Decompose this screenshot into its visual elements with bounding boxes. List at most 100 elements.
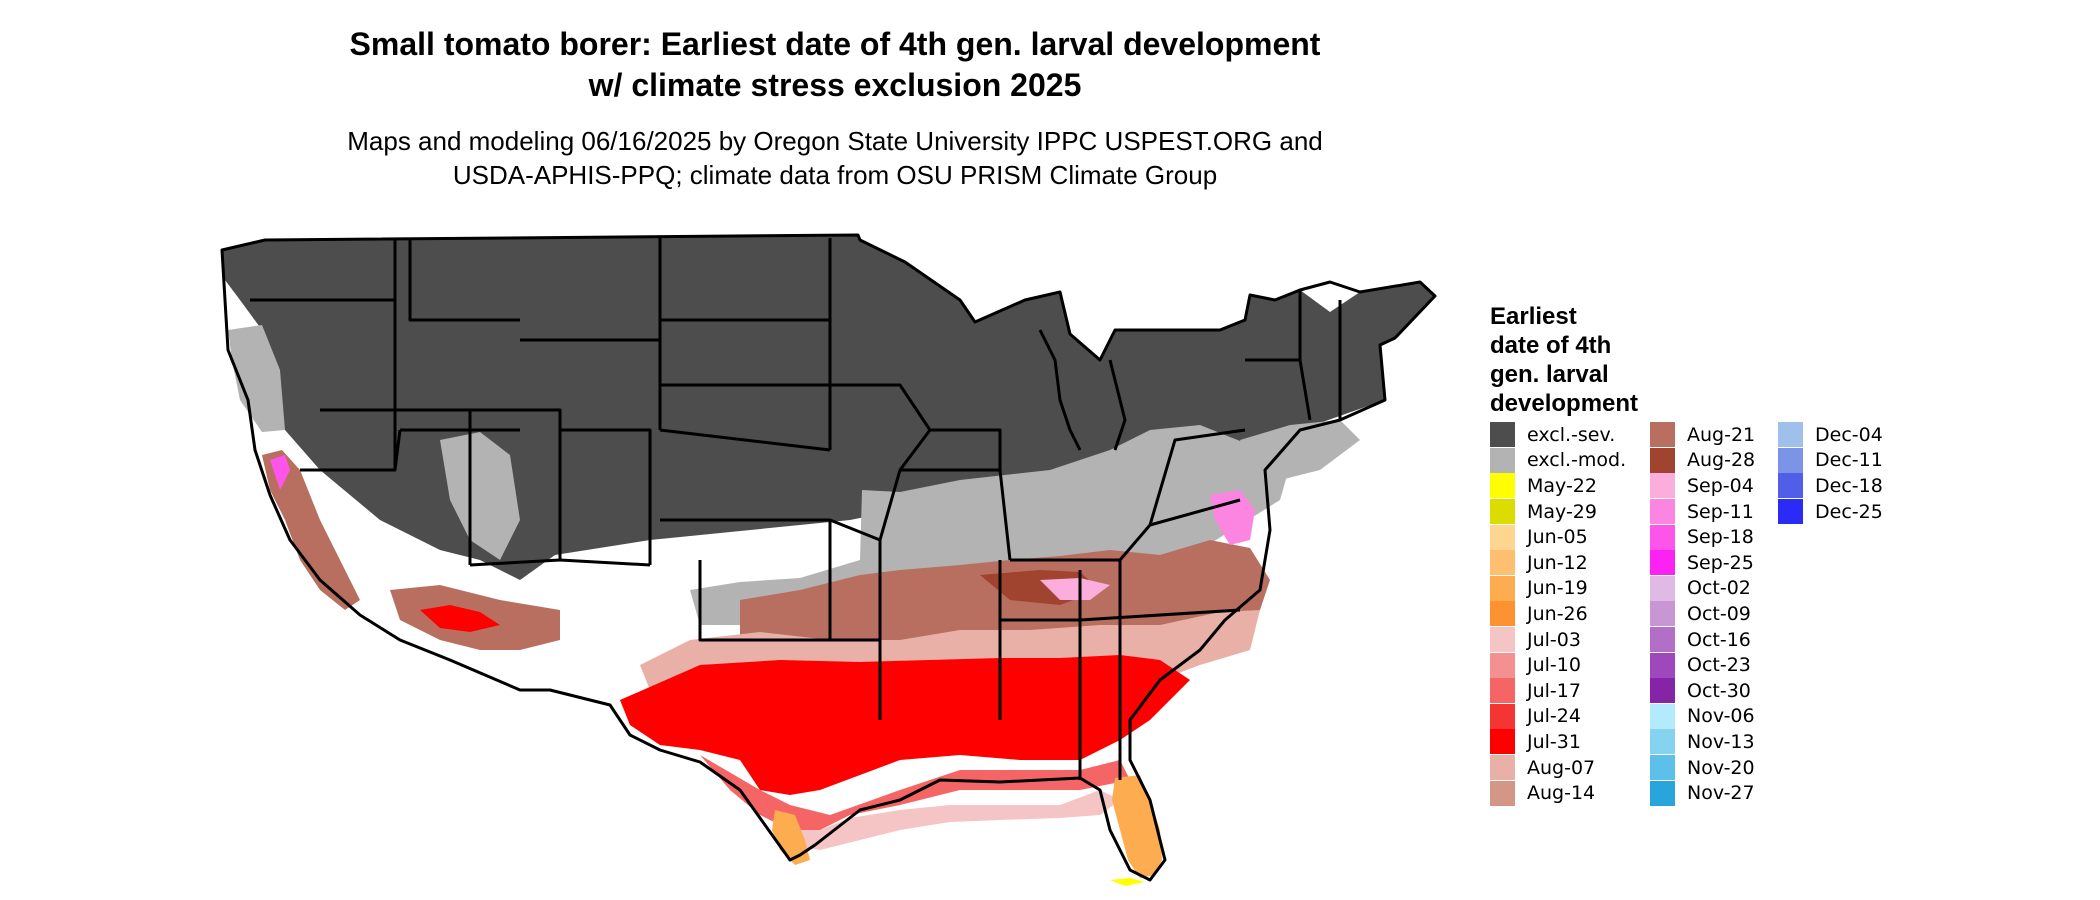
legend-label: excl.-sev. (1527, 423, 1616, 446)
legend-swatch (1490, 524, 1515, 550)
map-title-line-1: Small tomato borer: Earliest date of 4th… (349, 26, 1321, 62)
legend-label: Jul-17 (1527, 679, 1581, 702)
legend-item: Nov-27 (1650, 780, 1755, 806)
legend-swatch (1490, 575, 1515, 601)
legend-swatch (1650, 447, 1675, 473)
legend-label: excl.-mod. (1527, 449, 1627, 472)
legend-swatch (1650, 575, 1675, 601)
legend-swatch (1650, 678, 1675, 704)
legend-swatch (1490, 447, 1515, 473)
region-may-keys (1110, 878, 1145, 886)
legend-swatch (1650, 755, 1675, 781)
legend-label: Jun-26 (1527, 602, 1588, 625)
legend-label: Sep-18 (1687, 526, 1754, 549)
legend-label: May-29 (1527, 500, 1597, 523)
legend-item: Nov-06 (1650, 703, 1755, 730)
legend-label: Sep-25 (1687, 551, 1754, 574)
legend-item: Oct-09 (1650, 601, 1755, 627)
state-lines-central (658, 238, 882, 720)
map-title: Small tomato borer: Earliest date of 4th… (0, 24, 1670, 106)
legend-item: Jul-03 (1490, 627, 1626, 653)
great-lakes-shoreline (1038, 329, 1127, 451)
legend-label: Dec-18 (1815, 474, 1883, 497)
legend-item: Aug-21 (1650, 422, 1755, 448)
region-jun-19-texas (772, 810, 810, 865)
legend-label: Aug-21 (1687, 423, 1756, 446)
legend-column-2: Aug-21 Aug-28 Sep-04 Sep-11 Sep-18 Sep-25 Oct-… (1650, 422, 1755, 806)
region-southwest-hot (420, 605, 500, 632)
legend-item: Dec-11 (1778, 447, 1883, 474)
legend-label: Jun-05 (1527, 526, 1588, 549)
legend-item: Oct-16 (1650, 627, 1755, 653)
legend-title-line: development (1490, 390, 1639, 417)
legend-swatch (1490, 678, 1515, 704)
region-west-coast-aug (262, 450, 360, 610)
legend-swatch (1778, 447, 1803, 473)
region-jul-03 (780, 790, 1120, 850)
legend-label: May-22 (1527, 474, 1597, 497)
legend-item: Dec-25 (1778, 499, 1883, 525)
legend-label: Oct-30 (1687, 679, 1751, 702)
legend-label: Jul-31 (1527, 730, 1581, 753)
legend-label: Dec-04 (1815, 423, 1883, 446)
legend-item: Aug-28 (1650, 447, 1756, 474)
legend-label: Jul-03 (1527, 628, 1581, 651)
legend-label: Nov-20 (1687, 756, 1755, 779)
map-subtitle-line-2: USDA-APHIS-PPQ; climate data from OSU PR… (452, 160, 1218, 190)
legend-label: Sep-04 (1687, 474, 1754, 497)
legend-swatch (1490, 627, 1515, 653)
legend-item: Jun-19 (1490, 575, 1626, 602)
legend-item: Sep-11 (1650, 499, 1755, 525)
legend-item: excl.-mod. (1490, 447, 1627, 474)
region-excluded-moderate (690, 425, 1300, 625)
map-title-line-2: w/ climate stress exclusion 2025 (588, 67, 1082, 103)
legend-label: Dec-25 (1815, 500, 1883, 523)
legend-item: Oct-30 (1650, 678, 1755, 704)
us-outline (220, 233, 1437, 882)
legend-item: Dec-04 (1778, 422, 1883, 448)
legend-swatch (1778, 499, 1803, 525)
legend-item: Oct-02 (1650, 575, 1755, 602)
region-excluded-moderate-west (228, 325, 285, 432)
region-jun-19-florida (1112, 775, 1162, 878)
legend-label: Nov-06 (1687, 705, 1755, 728)
legend-label: Jun-12 (1527, 551, 1588, 574)
legend-label: Jul-24 (1527, 705, 1581, 728)
legend-item: Nov-20 (1650, 755, 1755, 781)
legend-title-line: gen. larval (1490, 361, 1609, 388)
legend-item: Aug-07 (1490, 755, 1626, 781)
legend-item: Jun-05 (1490, 524, 1626, 550)
map-fill-layer (222, 235, 1435, 886)
legend-item: Jul-31 (1490, 729, 1626, 755)
legend-label: Jun-19 (1527, 577, 1588, 600)
legend-label: Aug-28 (1687, 449, 1756, 472)
legend-column-1: excl.-sev. excl.-mod. May-22 May-29 Jun-05 Ju… (1490, 422, 1626, 806)
legend-item: Jun-26 (1490, 601, 1626, 627)
legend-label: Aug-07 (1527, 756, 1596, 779)
legend-swatch (1490, 652, 1515, 678)
legend-swatch (1650, 422, 1675, 448)
legend-swatch (1490, 473, 1515, 499)
legend-column-3: Dec-04 Dec-11 Dec-18 Dec-25 (1778, 422, 1883, 525)
legend-swatch (1490, 550, 1515, 576)
legend-item: May-22 (1490, 473, 1626, 499)
legend-swatch (1650, 729, 1675, 755)
legend-title-line: date of 4th (1490, 332, 1612, 359)
legend-swatch (1778, 473, 1803, 499)
region-appalachian-sep (1040, 578, 1110, 600)
state-lines-east (830, 290, 1342, 780)
legend-swatch (1650, 524, 1675, 550)
legend-item: Jul-24 (1490, 703, 1626, 730)
legend-label: Oct-09 (1687, 602, 1751, 625)
region-west-coast-sep (270, 455, 290, 490)
legend-item: Nov-13 (1650, 729, 1755, 755)
legend-label: Oct-16 (1687, 628, 1751, 651)
legend-item: Jul-10 (1490, 652, 1626, 678)
legend-label: Oct-02 (1687, 577, 1751, 600)
region-excluded-moderate-upland (440, 432, 520, 560)
legend-item: Jul-17 (1490, 678, 1626, 704)
legend-item: Oct-23 (1650, 652, 1755, 678)
legend-title: Earliest date of 4th gen. larval develop… (1490, 302, 1730, 418)
legend-item: Dec-18 (1778, 473, 1883, 499)
legend-swatch (1490, 601, 1515, 627)
